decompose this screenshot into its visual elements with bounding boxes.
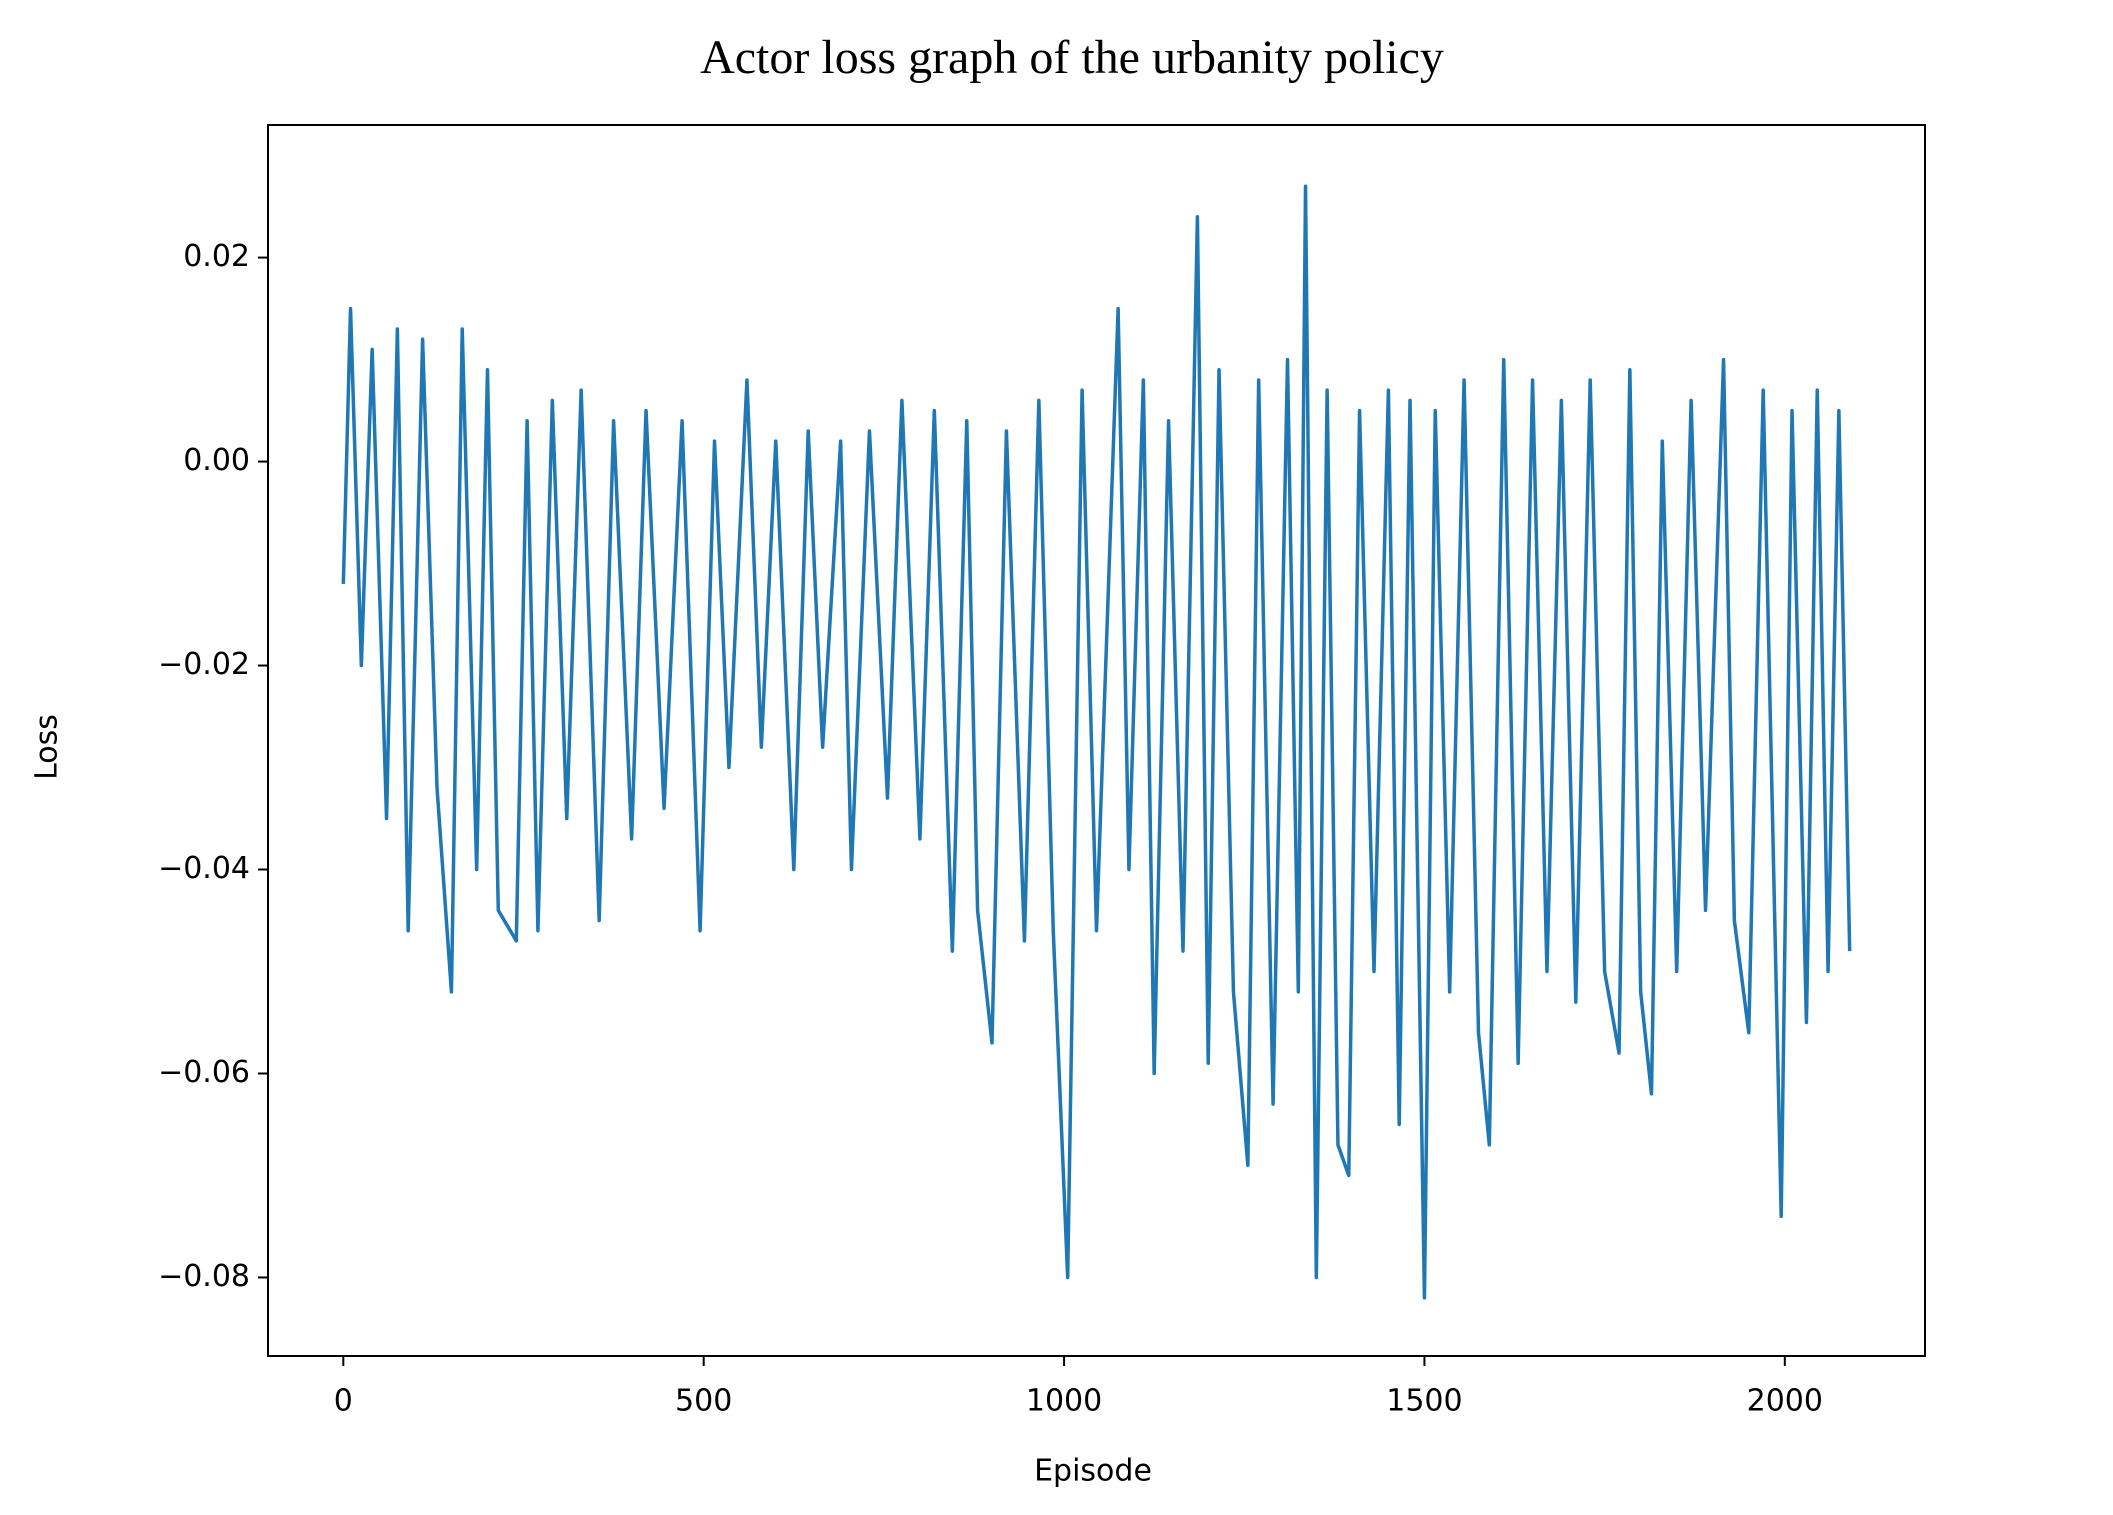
y-tick-label: 0.02 [183,239,250,274]
axes-frame [267,124,1926,1357]
x-tick-label: 1000 [1026,1384,1102,1419]
y-axis-label: Loss [30,714,65,780]
y-tick-label: −0.08 [158,1259,250,1294]
y-tick-label: −0.06 [158,1055,250,1090]
x-tick-label: 2000 [1747,1384,1823,1419]
x-tick-label: 1500 [1386,1384,1462,1419]
y-tick-label: −0.04 [158,851,250,886]
chart-title: Actor loss graph of the urbanity policy [700,31,1444,84]
x-tick-label: 0 [334,1384,353,1419]
y-tick-label: 0.00 [183,443,250,478]
data-line [341,184,1852,1300]
x-tick-label: 500 [675,1384,732,1419]
x-axis-label: Episode [1034,1454,1152,1489]
y-tick-label: −0.02 [158,647,250,682]
